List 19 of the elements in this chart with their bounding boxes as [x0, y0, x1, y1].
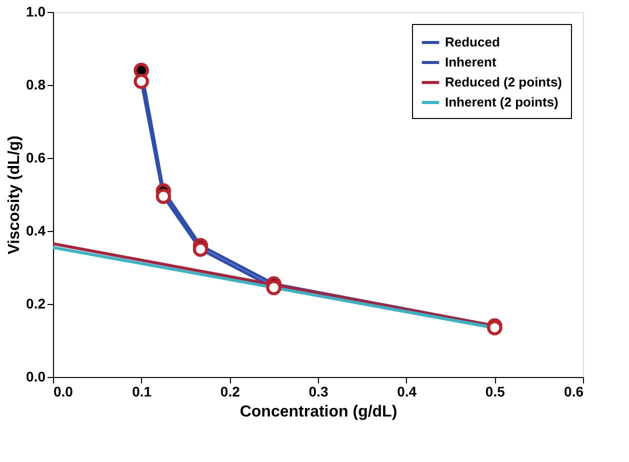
- x-tick-label: 0.5: [485, 384, 506, 400]
- x-axis-title: Concentration (g/dL): [240, 404, 398, 420]
- y-tick-label: 0.6: [26, 150, 46, 166]
- legend-label: Reduced: [445, 34, 500, 50]
- y-tick-label: 0.8: [26, 76, 46, 92]
- legend-label: Inherent: [445, 54, 497, 70]
- x-tick-label: 0.2: [220, 384, 240, 400]
- x-tick-label: 0.6: [564, 384, 584, 400]
- y-tick-label: 0.0: [26, 368, 46, 384]
- y-axis-title: Viscosity (dL/g): [6, 136, 24, 254]
- y-tick-label: 1.0: [26, 4, 46, 20]
- x-tick-label: 0.0: [54, 384, 74, 400]
- x-tick-label: 0.4: [397, 384, 417, 400]
- x-tick-label: 0.1: [132, 384, 152, 400]
- legend-label: Inherent (2 points): [445, 94, 558, 110]
- legend-label: Reduced (2 points): [445, 74, 562, 90]
- y-tick-label: 0.2: [26, 296, 46, 312]
- y-tick-label: 0.4: [26, 222, 46, 238]
- x-tick-label: 0.3: [308, 384, 328, 400]
